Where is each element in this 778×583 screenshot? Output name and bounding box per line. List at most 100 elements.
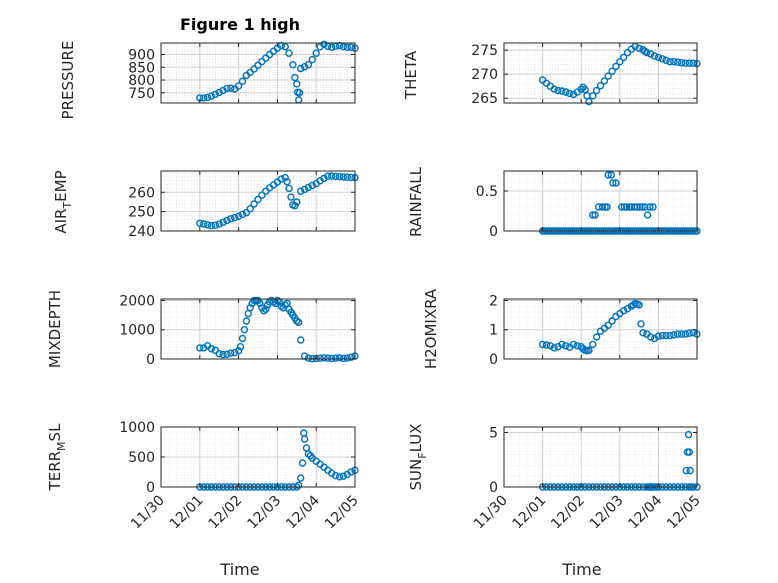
data-point bbox=[262, 305, 270, 313]
axes-box bbox=[160, 42, 356, 104]
y-tick-label: 260 bbox=[128, 185, 155, 201]
data-point bbox=[650, 52, 659, 60]
data-point bbox=[573, 342, 581, 350]
data-point bbox=[219, 86, 227, 95]
data-point bbox=[347, 353, 355, 361]
data-point bbox=[339, 173, 348, 181]
data-point bbox=[339, 43, 348, 51]
data-point bbox=[207, 221, 216, 230]
data-point bbox=[281, 301, 289, 309]
data-point bbox=[550, 344, 558, 352]
data-point bbox=[289, 60, 297, 69]
data-point bbox=[685, 329, 693, 337]
data-point bbox=[639, 329, 647, 337]
data-point bbox=[592, 333, 601, 341]
data-point bbox=[562, 342, 570, 350]
data-point bbox=[304, 183, 313, 192]
data-point bbox=[654, 332, 663, 340]
data-point bbox=[277, 302, 285, 310]
data-point bbox=[320, 174, 328, 183]
ylabel-rainfall: RAINFALL bbox=[407, 166, 425, 237]
data-point bbox=[343, 354, 351, 362]
data-point bbox=[689, 59, 697, 67]
data-point bbox=[300, 435, 309, 443]
data-point bbox=[637, 320, 645, 328]
y-tick-label: 275 bbox=[471, 43, 498, 59]
data-point bbox=[331, 354, 340, 362]
plot-area bbox=[504, 299, 697, 359]
data-point bbox=[234, 347, 243, 355]
data-point bbox=[347, 468, 355, 476]
data-point bbox=[641, 203, 649, 211]
data-point bbox=[238, 77, 247, 86]
data-point bbox=[230, 348, 239, 357]
data-point bbox=[203, 93, 212, 102]
data-point bbox=[618, 203, 626, 211]
data-point bbox=[298, 459, 307, 467]
data-point bbox=[254, 61, 262, 69]
data-point bbox=[612, 62, 620, 71]
data-point bbox=[316, 354, 324, 362]
data-point bbox=[293, 198, 301, 206]
data-point bbox=[677, 59, 686, 67]
data-point bbox=[598, 203, 607, 211]
data-point bbox=[666, 331, 674, 340]
data-point bbox=[581, 85, 589, 94]
data-point bbox=[635, 301, 643, 309]
data-point bbox=[238, 210, 247, 219]
data-point bbox=[238, 334, 247, 343]
data-point bbox=[670, 331, 678, 339]
data-point bbox=[565, 89, 574, 98]
data-point bbox=[335, 473, 344, 481]
x-tick-label: 12/03 bbox=[244, 493, 284, 533]
data-point bbox=[300, 62, 309, 71]
data-point bbox=[604, 171, 612, 179]
plot-area bbox=[504, 171, 697, 231]
data-point bbox=[199, 94, 208, 102]
data-point bbox=[215, 88, 223, 97]
x-tick-label: 12/04 bbox=[283, 492, 323, 532]
data-point bbox=[281, 173, 289, 182]
data-point bbox=[538, 340, 547, 349]
data-point bbox=[300, 185, 309, 194]
data-point bbox=[227, 349, 235, 357]
data-point bbox=[287, 193, 295, 201]
y-tick-label: 0 bbox=[146, 480, 155, 496]
plot-area bbox=[504, 427, 697, 487]
data-point bbox=[562, 88, 570, 96]
data-point bbox=[686, 466, 694, 475]
subplot-air_temp: 240 250 260 bbox=[128, 170, 359, 240]
data-point bbox=[223, 350, 231, 358]
data-point bbox=[234, 82, 243, 90]
x-tick-label: 12/04 bbox=[625, 492, 665, 532]
data-point bbox=[227, 215, 235, 223]
ylabel-pressure: PRESSURE bbox=[59, 41, 77, 120]
x-tick-label: 12/03 bbox=[587, 493, 627, 533]
data-point bbox=[250, 65, 258, 73]
y-tick-label: 2 bbox=[489, 293, 498, 309]
data-point bbox=[277, 175, 285, 183]
data-point bbox=[215, 350, 223, 358]
data-point bbox=[343, 43, 351, 51]
data-point bbox=[685, 59, 693, 67]
y-tick-label: 0.5 bbox=[476, 184, 498, 200]
y-tick-label: 500 bbox=[128, 450, 155, 466]
x-tick-label: 12/01 bbox=[510, 493, 550, 533]
data-point bbox=[242, 317, 251, 325]
data-point bbox=[304, 354, 313, 362]
data-point bbox=[283, 177, 291, 186]
data-point bbox=[546, 342, 554, 350]
data-point bbox=[542, 341, 551, 349]
data-point bbox=[236, 343, 245, 351]
data-point bbox=[219, 350, 227, 359]
data-point bbox=[335, 172, 344, 181]
data-point bbox=[196, 344, 204, 352]
y-tick-label: 270 bbox=[471, 67, 498, 83]
data-point bbox=[339, 472, 348, 480]
data-point bbox=[620, 53, 628, 62]
data-point bbox=[612, 179, 620, 187]
data-point bbox=[328, 43, 336, 51]
plot-area bbox=[504, 43, 697, 103]
data-point bbox=[211, 90, 220, 99]
